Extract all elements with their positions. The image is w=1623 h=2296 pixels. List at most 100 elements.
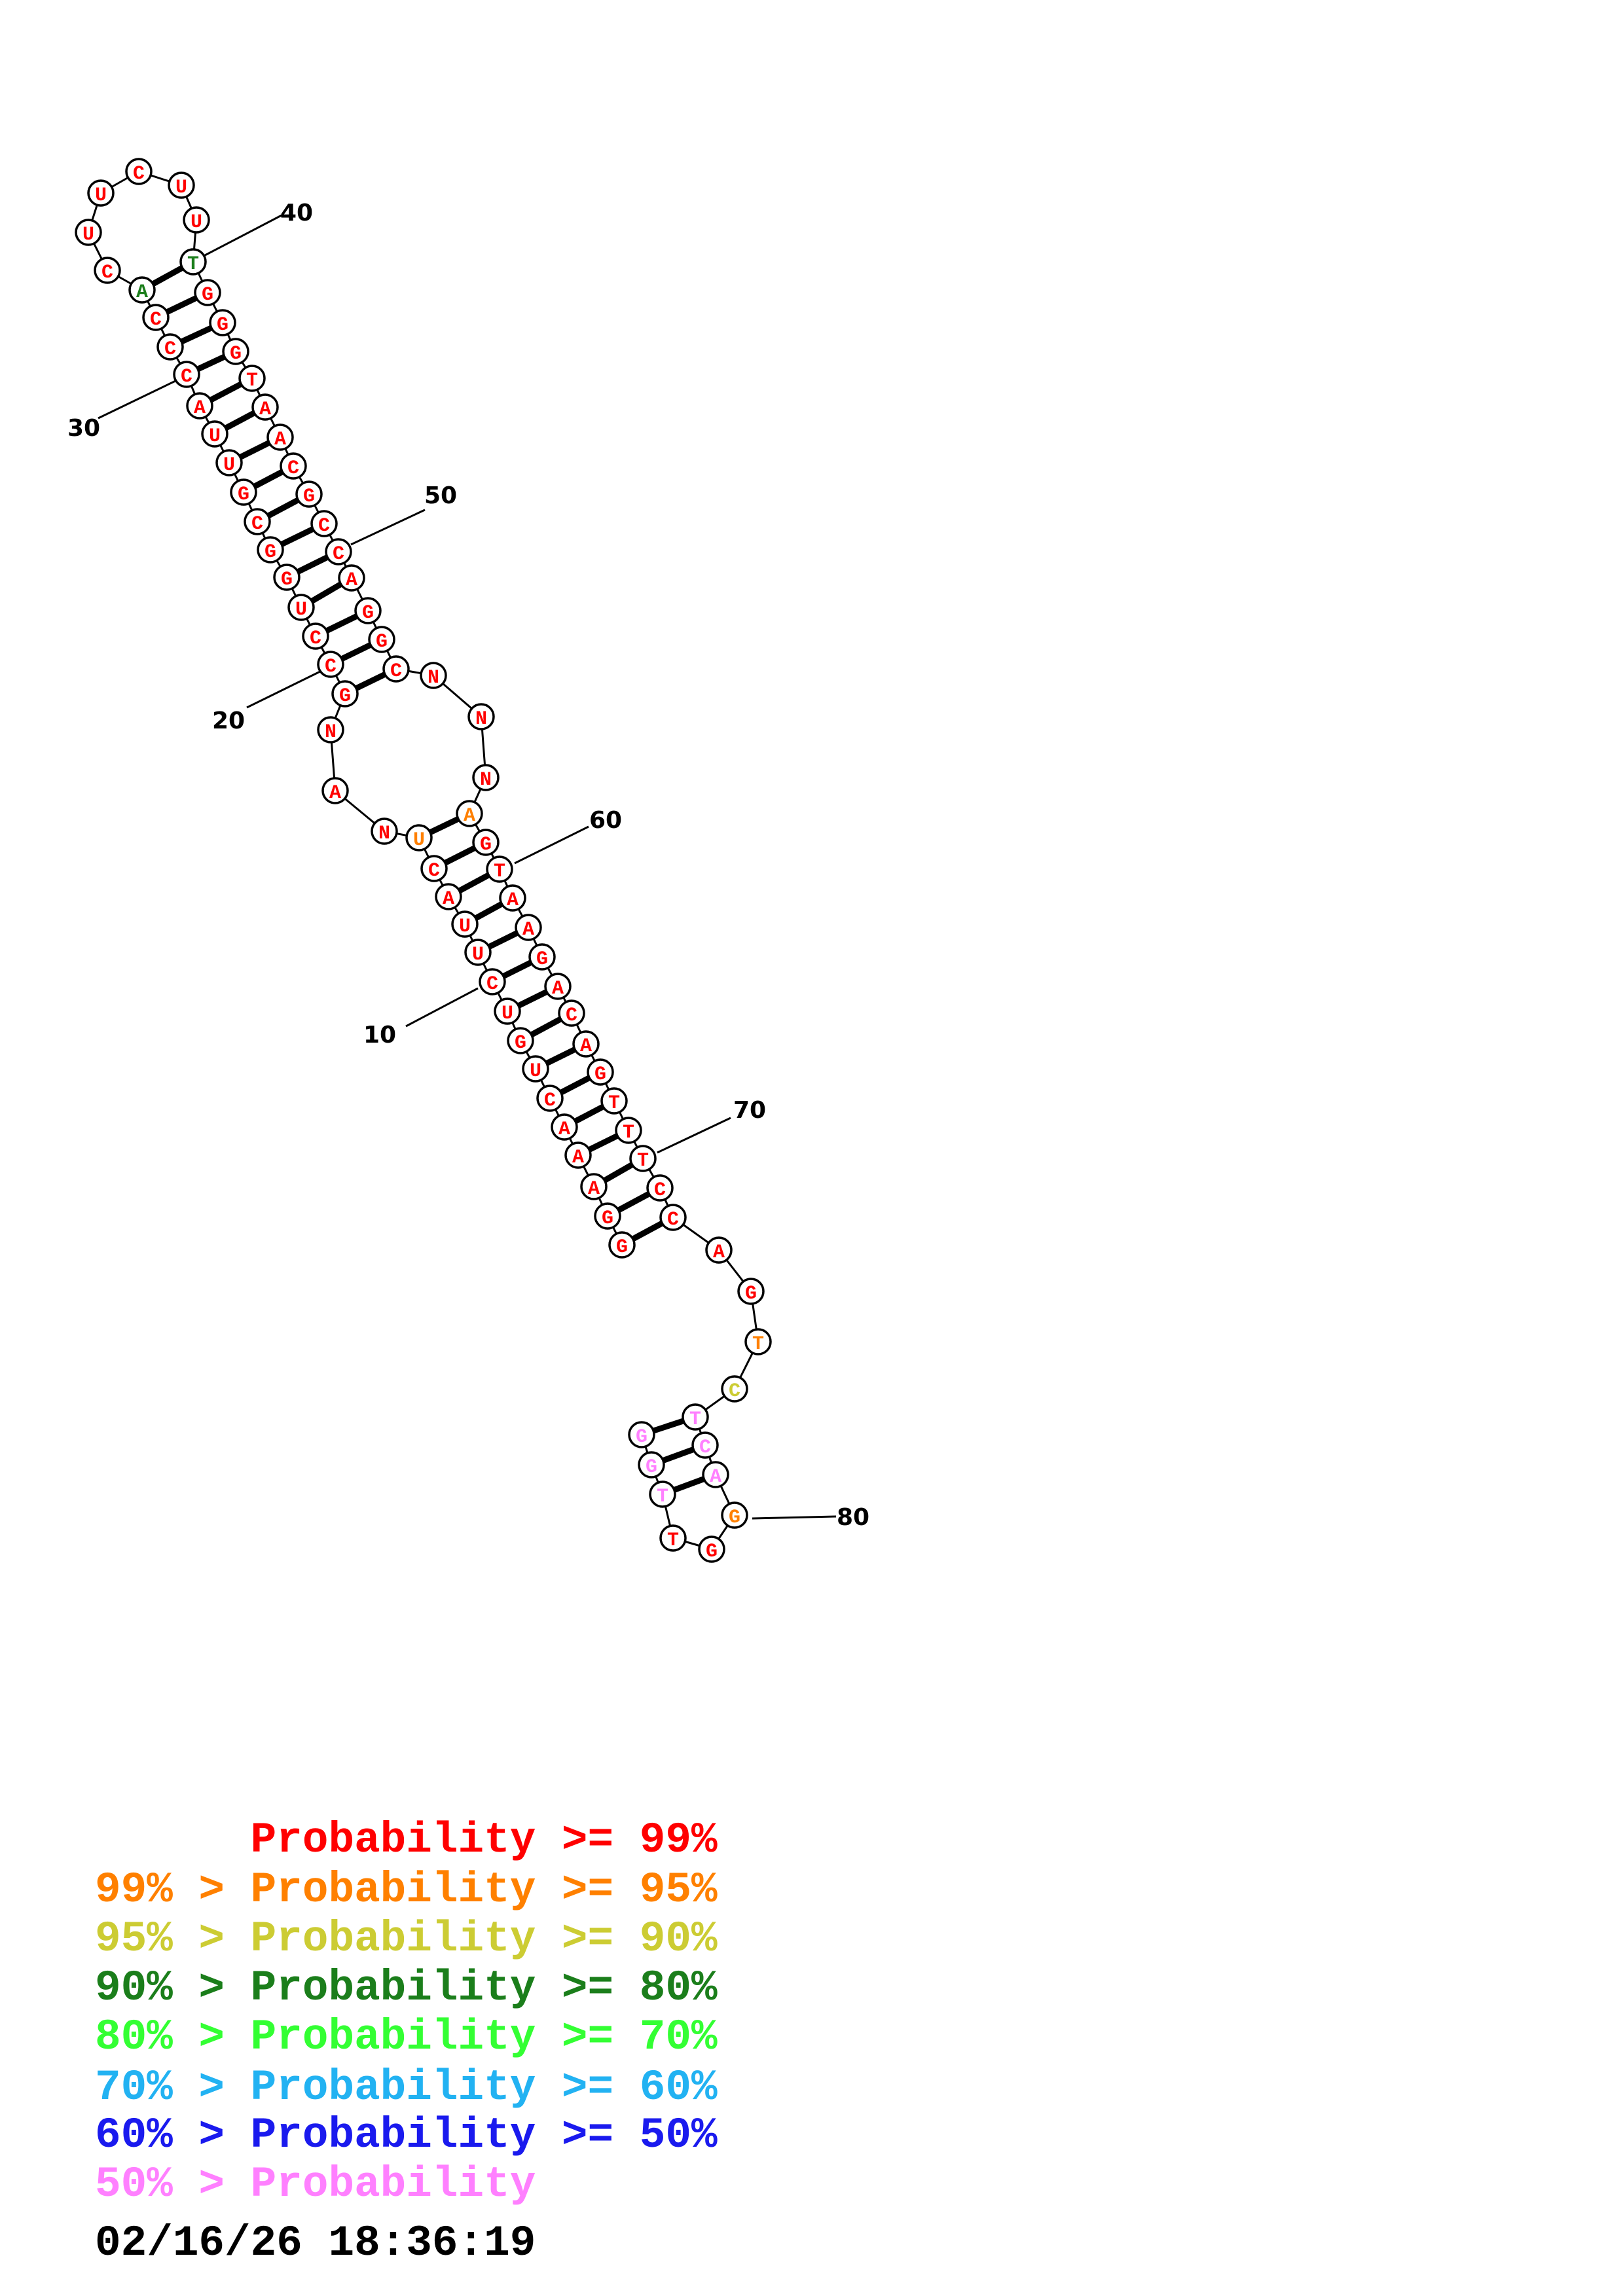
nucleotide-circle bbox=[691, 1431, 719, 1459]
nucleotide-circle bbox=[257, 536, 284, 564]
nucleotide-letter: T bbox=[494, 861, 505, 883]
nucleotide-letter: T bbox=[752, 1333, 764, 1355]
nucleotide-circle bbox=[244, 508, 271, 535]
nucleotide-circle bbox=[628, 1421, 655, 1448]
nucleotide-letter: C bbox=[325, 656, 337, 678]
nucleotide-letter: C bbox=[654, 1179, 666, 1202]
nucleotide-circle bbox=[456, 800, 483, 827]
nucleotide-letter: A bbox=[710, 1466, 721, 1488]
nucleotide-letter: U bbox=[175, 177, 187, 199]
nucleotide-circle bbox=[128, 276, 156, 304]
label-leader-line bbox=[350, 509, 426, 546]
nucleotide-letter: G bbox=[339, 685, 351, 708]
position-label: 20 bbox=[212, 708, 245, 734]
nucleotide-circle bbox=[230, 478, 257, 506]
legend-row-7: 60% > Probability >= 50% bbox=[95, 2111, 718, 2160]
nucleotide-letter: G bbox=[281, 569, 293, 591]
nucleotide-letter: A bbox=[274, 429, 286, 451]
nucleotide-circle bbox=[615, 1117, 642, 1144]
nucleotide-circle bbox=[494, 997, 521, 1025]
nucleotide-letter: C bbox=[486, 973, 498, 996]
nucleotide-circle bbox=[222, 338, 249, 365]
nucleotide-letter: G bbox=[376, 631, 388, 653]
nucleotide-circle bbox=[142, 304, 170, 331]
nucleotide-circle bbox=[744, 1328, 772, 1355]
nucleotide-letter: C bbox=[544, 1090, 556, 1112]
nucleotide-circle bbox=[486, 855, 513, 883]
nucleotide-circle bbox=[173, 361, 200, 388]
nucleotide-letter: C bbox=[133, 163, 145, 185]
nucleotide-circle bbox=[499, 884, 526, 912]
label-leader-line bbox=[657, 1117, 731, 1154]
nucleotide-circle bbox=[238, 365, 266, 392]
nucleotide-letter: U bbox=[209, 425, 221, 448]
position-label: 30 bbox=[67, 415, 100, 442]
nucleotide-letter: A bbox=[580, 1035, 592, 1058]
nucleotide-circle bbox=[536, 1085, 564, 1112]
label-leader-line bbox=[405, 987, 479, 1028]
nucleotide-letter: T bbox=[187, 253, 199, 276]
nucleotide-letter: C bbox=[699, 1437, 711, 1459]
nucleotide-circle bbox=[472, 764, 500, 791]
position-label: 40 bbox=[280, 200, 313, 226]
nucleotide-circle bbox=[608, 1231, 636, 1259]
nucleotide-letter: U bbox=[95, 185, 107, 207]
legend-row-3: 95% > Probability >= 90% bbox=[95, 1914, 718, 1964]
nucleotide-letter: A bbox=[522, 919, 534, 941]
nucleotide-letter: N bbox=[325, 721, 337, 744]
nucleotide-letter: C bbox=[318, 515, 330, 537]
nucleotide-circle bbox=[156, 333, 184, 361]
nucleotide-circle bbox=[646, 1174, 674, 1202]
nucleotide-circle bbox=[75, 219, 102, 246]
nucleotide-letter: C bbox=[101, 262, 113, 284]
nucleotide-letter: U bbox=[295, 599, 307, 621]
nucleotide-letter: A bbox=[259, 399, 271, 421]
nucleotide-circle bbox=[600, 1087, 628, 1115]
nucleotide-letter: C bbox=[164, 338, 176, 361]
nucleotide-letter: U bbox=[82, 224, 94, 246]
nucleotide-letter: C bbox=[566, 1005, 577, 1027]
nucleotide-letter: C bbox=[667, 1209, 679, 1231]
nucleotide-circle bbox=[273, 564, 301, 591]
nucleotide-letter: G bbox=[616, 1236, 628, 1259]
position-label: 60 bbox=[589, 807, 622, 834]
nucleotide-circle bbox=[564, 1141, 592, 1169]
nucleotide-circle bbox=[194, 279, 221, 306]
nucleotide-circle bbox=[201, 420, 228, 448]
nucleotide-letter: U bbox=[191, 211, 202, 234]
nucleotide-letter: G bbox=[202, 284, 213, 306]
nucleotide-circle bbox=[215, 449, 243, 476]
nucleotide-letter: G bbox=[480, 834, 492, 856]
nucleotide-circle bbox=[317, 651, 344, 678]
nucleotide-circle bbox=[168, 171, 195, 199]
nucleotide-letter: T bbox=[623, 1122, 634, 1144]
label-leader-line bbox=[514, 825, 589, 865]
nucleotide-letter: A bbox=[443, 888, 454, 910]
nucleotide-circle bbox=[209, 309, 236, 336]
legend-row-8: 50% > Probability bbox=[95, 2160, 536, 2209]
nucleotide-circle bbox=[420, 662, 447, 689]
nucleotide-letter: C bbox=[729, 1380, 740, 1403]
nucleotide-letter: G bbox=[646, 1456, 657, 1479]
nucleotide-circle bbox=[698, 1535, 725, 1563]
nucleotide-circle bbox=[280, 452, 307, 480]
nucleotide-circle bbox=[587, 1058, 614, 1086]
nucleotide-circle bbox=[451, 910, 479, 938]
nucleotide-letter: G bbox=[729, 1507, 740, 1529]
position-label: 10 bbox=[363, 1022, 396, 1049]
nucleotide-letter: G bbox=[602, 1208, 613, 1230]
nucleotide-letter: C bbox=[428, 860, 440, 882]
nucleotide-letter: U bbox=[472, 944, 484, 966]
nucleotide-circle bbox=[638, 1451, 665, 1479]
nucleotide-letter: C bbox=[251, 513, 263, 535]
position-label: 50 bbox=[424, 482, 457, 509]
nucleotide-letter: G bbox=[303, 486, 315, 508]
position-label: 80 bbox=[837, 1504, 869, 1531]
nucleotide-letter: A bbox=[346, 569, 357, 592]
nucleotide-circle bbox=[682, 1403, 709, 1431]
nucleotide-circle bbox=[629, 1145, 657, 1172]
nucleotide-circle bbox=[721, 1375, 748, 1403]
position-label: 70 bbox=[733, 1097, 766, 1124]
nucleotide-letter: U bbox=[459, 916, 471, 938]
